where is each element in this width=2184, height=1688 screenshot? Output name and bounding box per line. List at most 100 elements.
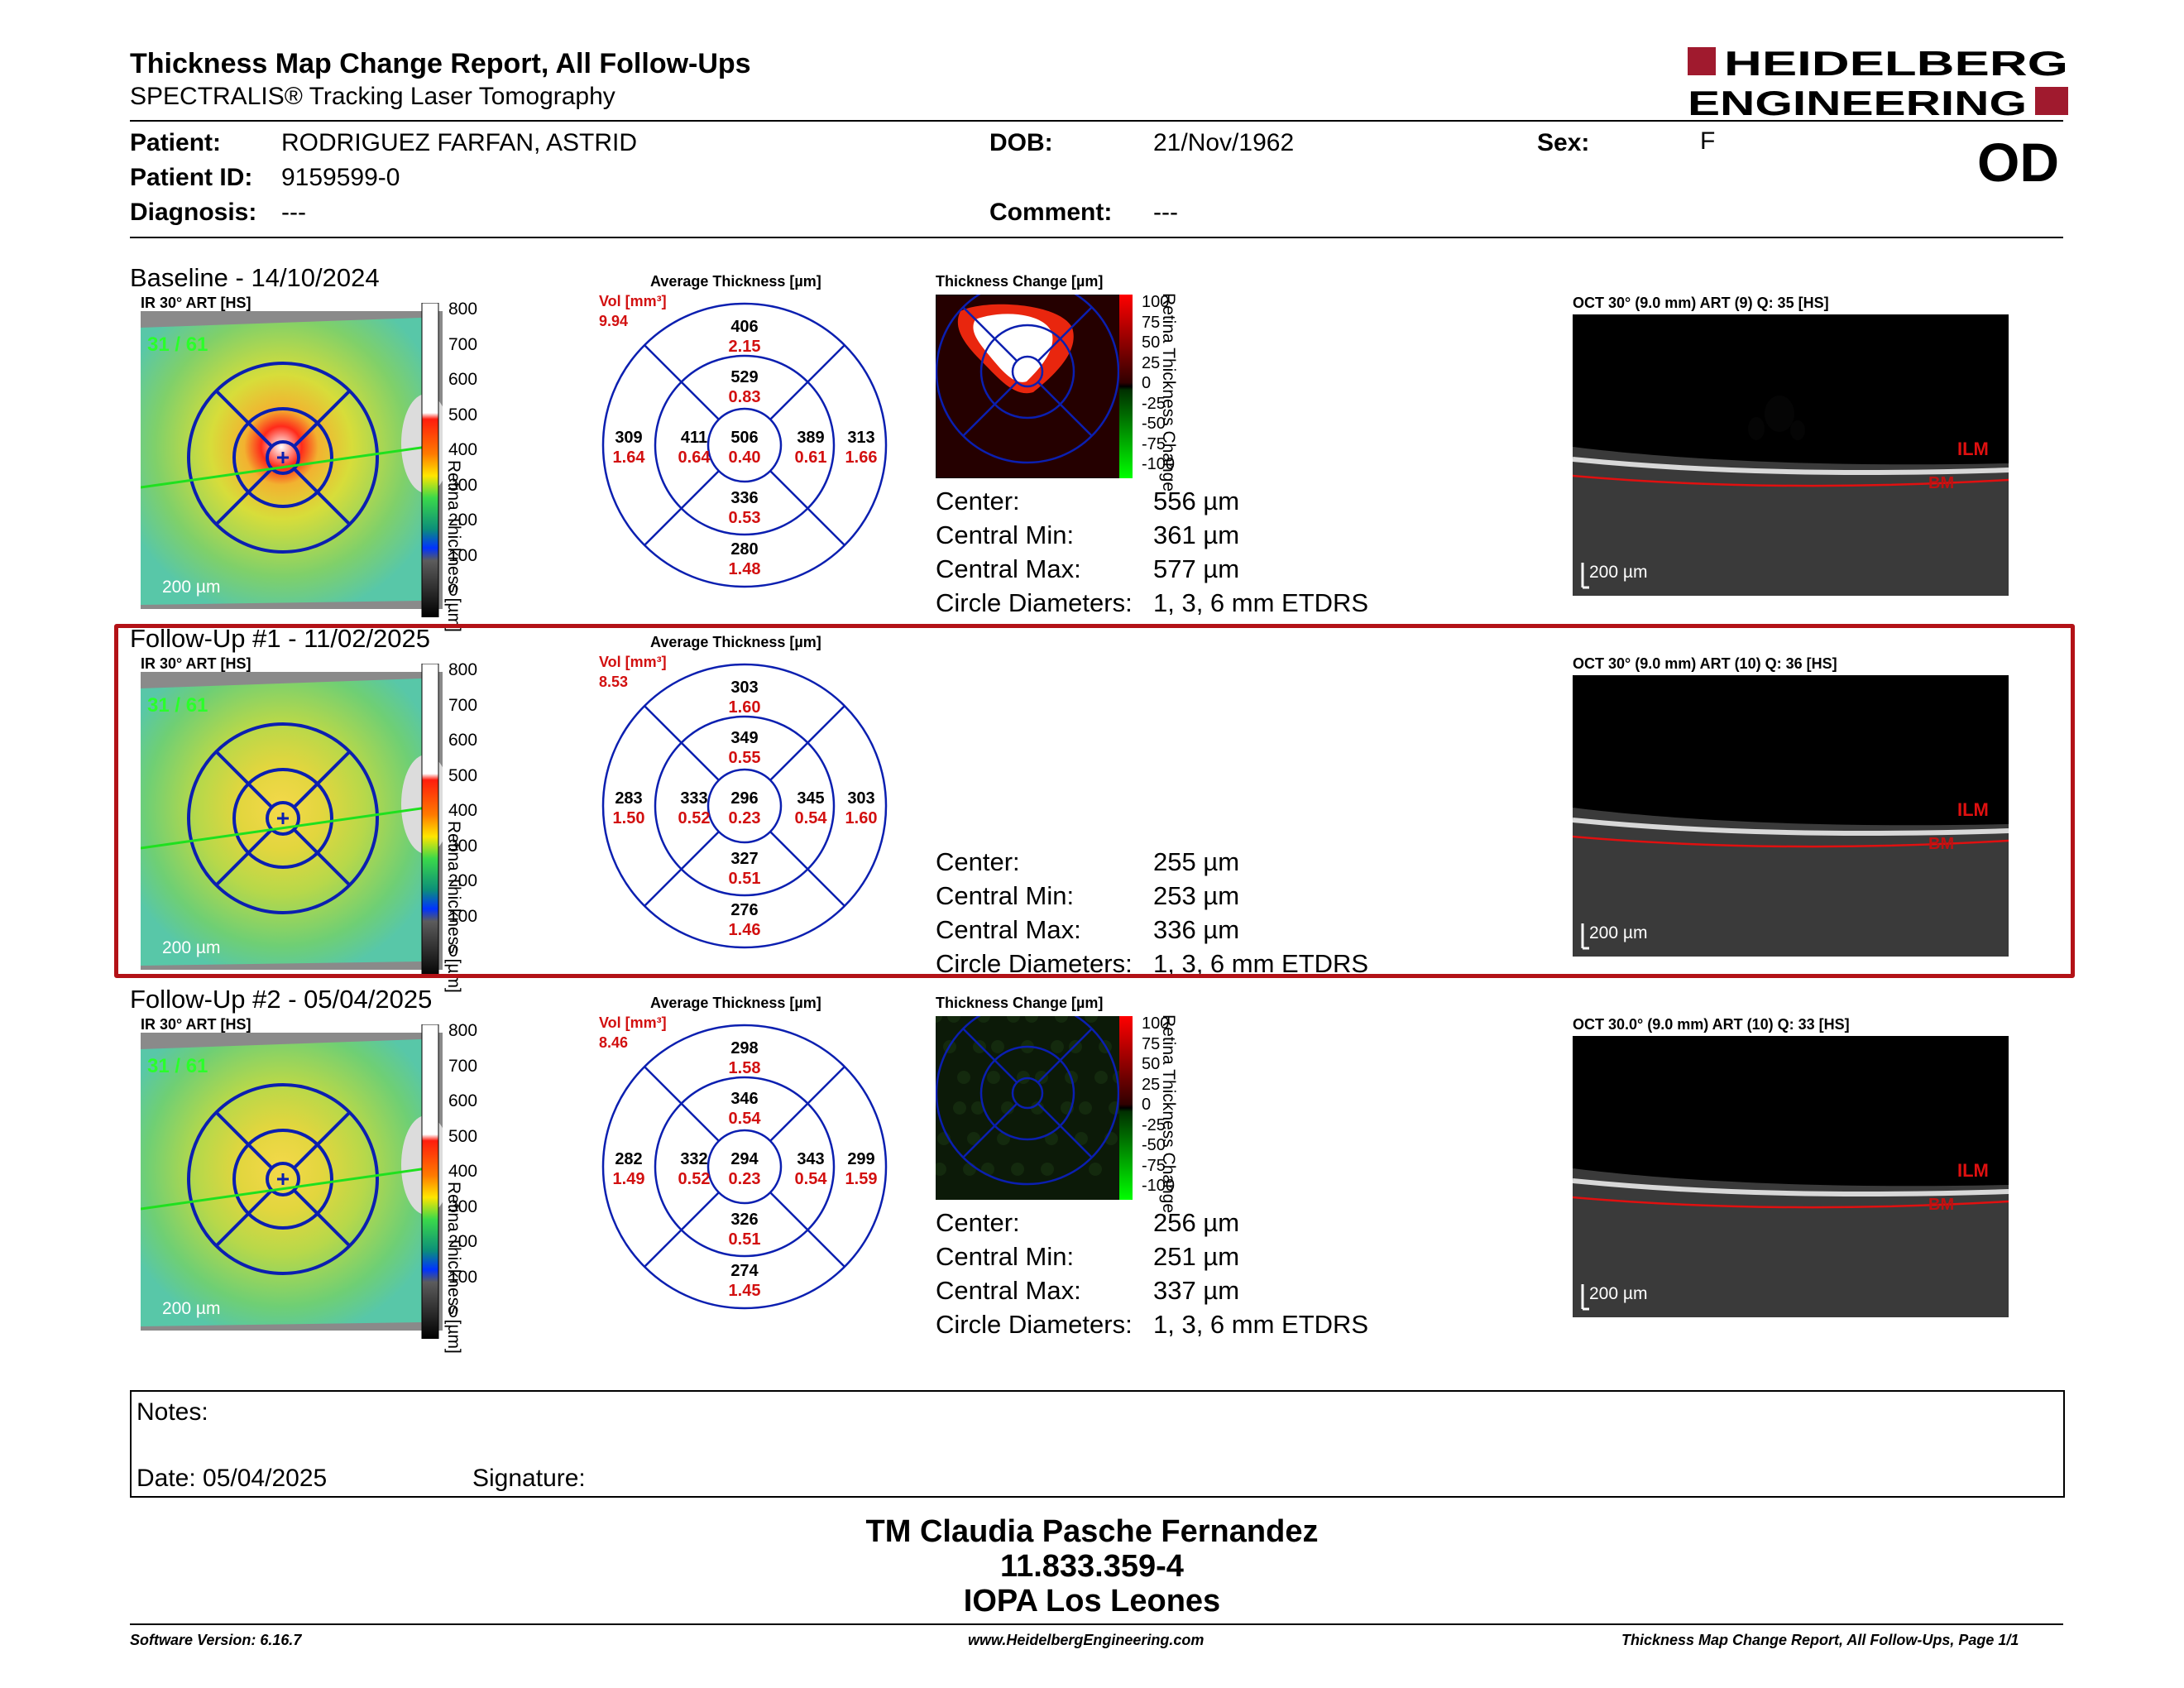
center-label: Center:	[936, 487, 1020, 516]
art-frames-label: 31 / 61	[147, 1055, 208, 1077]
etdrs-sector-line	[1037, 381, 1093, 437]
grid-inner_nas-volume: 0.61	[795, 448, 827, 467]
etdrs-sector-line	[214, 1189, 273, 1248]
change-colorbar-tick: 75	[1142, 1034, 1161, 1053]
etdrs-sector-line	[293, 389, 352, 448]
center-value: 256 µm	[1153, 1208, 1240, 1237]
grid-outer_inf-volume: 1.45	[729, 1282, 761, 1300]
comment-label: Comment:	[989, 199, 1113, 226]
thickness-colorbar	[421, 664, 439, 978]
circle-diameters-label: Circle Diameters:	[936, 588, 1133, 617]
etdrs-sector-line	[214, 828, 273, 887]
center-value: 556 µm	[1153, 487, 1240, 516]
bm-label: BM	[1928, 835, 1954, 853]
grid-inner_tmp-volume: 0.64	[678, 448, 711, 467]
etdrs-sector-line	[293, 468, 352, 526]
etdrs-center-ring	[266, 801, 300, 836]
change-colorbar-tick: -50	[1142, 415, 1166, 433]
grid-inner_inf-thickness: 336	[730, 489, 758, 507]
central-min-label: Central Min:	[936, 1242, 1075, 1271]
signature-name: TM Claudia Pasche Fernandez	[865, 1514, 1319, 1549]
signature-institution: IOPA Los Leones	[963, 1584, 1221, 1618]
etdrs-average-grid: 2960.233490.553270.513330.523450.543031.…	[601, 663, 888, 949]
colorbar-axis-label: Retina Thickness [µm]	[444, 1182, 463, 1354]
thickness-colorbar	[421, 303, 439, 617]
grid-outer_tmp-volume: 1.64	[613, 448, 646, 467]
colorbar-tick: 0	[448, 942, 458, 961]
scan-line	[141, 1165, 439, 1211]
colorbar-tick: 800	[448, 300, 478, 319]
patient-divider	[130, 237, 2063, 238]
etdrs-sector-line	[214, 750, 273, 808]
website-link[interactable]: www.HeidelbergEngineering.com	[968, 1632, 1205, 1648]
etdrs-outer-ring	[187, 1083, 379, 1275]
grid-outer_tmp-thickness: 283	[615, 789, 642, 808]
change-colorbar-tick: 25	[1142, 1075, 1161, 1094]
comment-value: ---	[1153, 199, 1178, 226]
grid-outer_sup-volume: 2.15	[729, 338, 761, 356]
thickness-colorbar	[421, 1024, 439, 1339]
central-max-label: Central Max:	[936, 1276, 1081, 1305]
grid-outer_nas-thickness: 313	[847, 429, 874, 447]
footer-divider	[130, 1623, 2063, 1625]
central-min-value: 253 µm	[1153, 881, 1240, 910]
etdrs-sector-line	[214, 389, 273, 448]
etdrs-center-ring	[1011, 355, 1044, 388]
grid-outer_nas-thickness: 299	[847, 1150, 874, 1168]
grid-inner_sup-thickness: 529	[730, 368, 758, 386]
central-max-value: 336 µm	[1153, 915, 1240, 944]
bm-label: BM	[1928, 1196, 1954, 1214]
colorbar-tick: 200	[448, 511, 478, 530]
etdrs-sector-line	[1037, 306, 1093, 362]
grid-center-volume: 0.23	[729, 1170, 761, 1188]
etdrs-center-ring	[706, 768, 783, 844]
change-colorbar-tick: 100	[1142, 1014, 1170, 1033]
colorbar-tick: 0	[448, 1302, 458, 1321]
ir-label: IR 30° ART [HS]	[141, 1016, 251, 1033]
grid-inner_sup-volume: 0.55	[729, 749, 761, 767]
bm-boundary	[1573, 835, 2009, 848]
etdrs-outer-ring	[601, 1024, 888, 1310]
sex-value: F	[1700, 127, 1716, 155]
central-max-label: Central Max:	[936, 554, 1081, 583]
bm-label: BM	[1928, 474, 1954, 492]
colorbar-tick: 100	[448, 1267, 478, 1287]
fundus-scale-label: 200 µm	[162, 578, 220, 597]
art-frames-label: 31 / 61	[147, 333, 208, 356]
volume-label: Vol [mm³]	[599, 293, 667, 309]
sex-label: Sex:	[1537, 129, 1590, 156]
etdrs-sector-line	[293, 750, 352, 808]
grid-outer_inf-thickness: 276	[730, 901, 758, 919]
change-colorbar-tick: 75	[1142, 313, 1161, 332]
change-colorbar-tick: 0	[1142, 374, 1152, 392]
change-colorbar	[1119, 1016, 1133, 1200]
etdrs-sector-line	[644, 1066, 720, 1142]
colorbar-tick: 400	[448, 801, 478, 820]
etdrs-sector-line	[1037, 1102, 1093, 1158]
oct-scale-label: 200 µm	[1589, 563, 1647, 582]
circle-diameters-label: Circle Diameters:	[936, 949, 1133, 978]
center-value: 255 µm	[1153, 847, 1240, 876]
etdrs-sector-line	[214, 468, 273, 526]
notes-box[interactable]: Notes: Date: 05/04/2025 Signature:	[130, 1390, 2065, 1498]
dob-label: DOB:	[989, 129, 1053, 156]
colorbar-tick: 200	[448, 1232, 478, 1251]
grid-outer_nas-volume: 1.66	[845, 448, 878, 467]
colorbar-tick: 800	[448, 1021, 478, 1040]
circle-diameters-value: 1, 3, 6 mm ETDRS	[1153, 949, 1369, 978]
oct-label: OCT 30.0° (9.0 mm) ART (10) Q: 33 [HS]	[1573, 1016, 1850, 1033]
circle-diameters-value: 1, 3, 6 mm ETDRS	[1153, 588, 1369, 617]
circle-diameters-value: 1, 3, 6 mm ETDRS	[1153, 1310, 1369, 1339]
etdrs-sector-line	[769, 705, 845, 781]
diagnosis-value: ---	[281, 199, 306, 226]
signature-id: 11.833.359-4	[1000, 1549, 1184, 1584]
followup-highlight-box	[114, 624, 2075, 978]
change-colorbar-tick: 50	[1142, 333, 1161, 352]
etdrs-sector-line	[293, 1110, 352, 1169]
etdrs-outer-ring	[187, 722, 379, 914]
date-label: Date: 05/04/2025	[136, 1465, 328, 1492]
scan-line	[141, 444, 439, 489]
page-footer: Thickness Map Change Report, All Follow-…	[1621, 1632, 2019, 1648]
